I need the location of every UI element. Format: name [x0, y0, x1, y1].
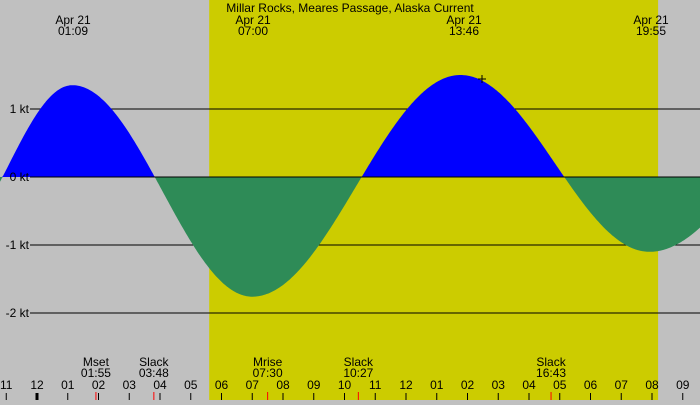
event-labels: Mset01:55Slack03:48Mrise07:30Slack10:27S… [81, 355, 567, 400]
chart-title: Millar Rocks, Meares Passage, Alaska Cur… [226, 1, 474, 15]
extremum-time: 01:09 [58, 24, 88, 38]
event-label: Slack [344, 355, 374, 369]
hour-label: 02 [461, 378, 475, 392]
hour-label: 07 [615, 378, 629, 392]
extremum-date: Apr 21 [633, 13, 669, 27]
y-gridlines [30, 108, 700, 314]
extremum-time: 19:55 [636, 24, 666, 38]
hour-axis: 11 12 01 02 03 04 05 06 07 08 09 10 11 12 01 02 03 04 05 06… [0, 378, 690, 400]
event-time: 16:43 [536, 366, 566, 380]
extremum-time: 13:46 [449, 24, 479, 38]
hour-label: 07 [246, 378, 260, 392]
hour-label: 08 [276, 378, 290, 392]
hour-label: 03 [123, 378, 137, 392]
extremum-date: Apr 21 [235, 13, 271, 27]
hour-label: 01 [61, 378, 75, 392]
hour-label: 08 [645, 378, 659, 392]
event-time: 07:30 [253, 366, 283, 380]
hour-label: 12 [399, 378, 413, 392]
hour-label: 12 [30, 378, 44, 392]
hour-label: 10 [338, 378, 352, 392]
ebb-area [0, 177, 700, 297]
event-time: 03:48 [139, 366, 169, 380]
y-axis-label: -1 kt [6, 238, 30, 252]
hour-label: 01 [430, 378, 444, 392]
hour-label: 02 [92, 378, 106, 392]
hour-label: 06 [584, 378, 598, 392]
hour-label: 11 [369, 378, 382, 392]
hour-label: 09 [676, 378, 690, 392]
hour-label: 06 [215, 378, 229, 392]
y-axis-label: 1 kt [10, 102, 30, 116]
hour-label: 04 [522, 378, 536, 392]
cursor-crosshair-icon [478, 75, 486, 83]
hour-label: 09 [307, 378, 321, 392]
event-label: Mset [83, 355, 110, 369]
event-label: Slack [139, 355, 169, 369]
event-time: 01:55 [81, 366, 111, 380]
y-axis-label: -2 kt [6, 306, 30, 320]
extremum-date: Apr 21 [446, 13, 482, 27]
extremum-date: Apr 21 [55, 13, 91, 27]
event-time: 10:27 [343, 366, 373, 380]
y-axis-label: 0 kt [10, 170, 30, 184]
event-label: Slack [536, 355, 566, 369]
hour-label: 11 [0, 378, 13, 392]
hour-label: 03 [492, 378, 506, 392]
y-axis-labels: 1 kt 0 kt -1 kt -2 kt [6, 102, 30, 320]
hour-label: 04 [153, 378, 167, 392]
event-label: Mrise [253, 355, 283, 369]
hour-label: 05 [184, 378, 198, 392]
hour-label: 05 [553, 378, 567, 392]
flood-area [0, 75, 700, 177]
extremum-time: 07:00 [238, 24, 268, 38]
